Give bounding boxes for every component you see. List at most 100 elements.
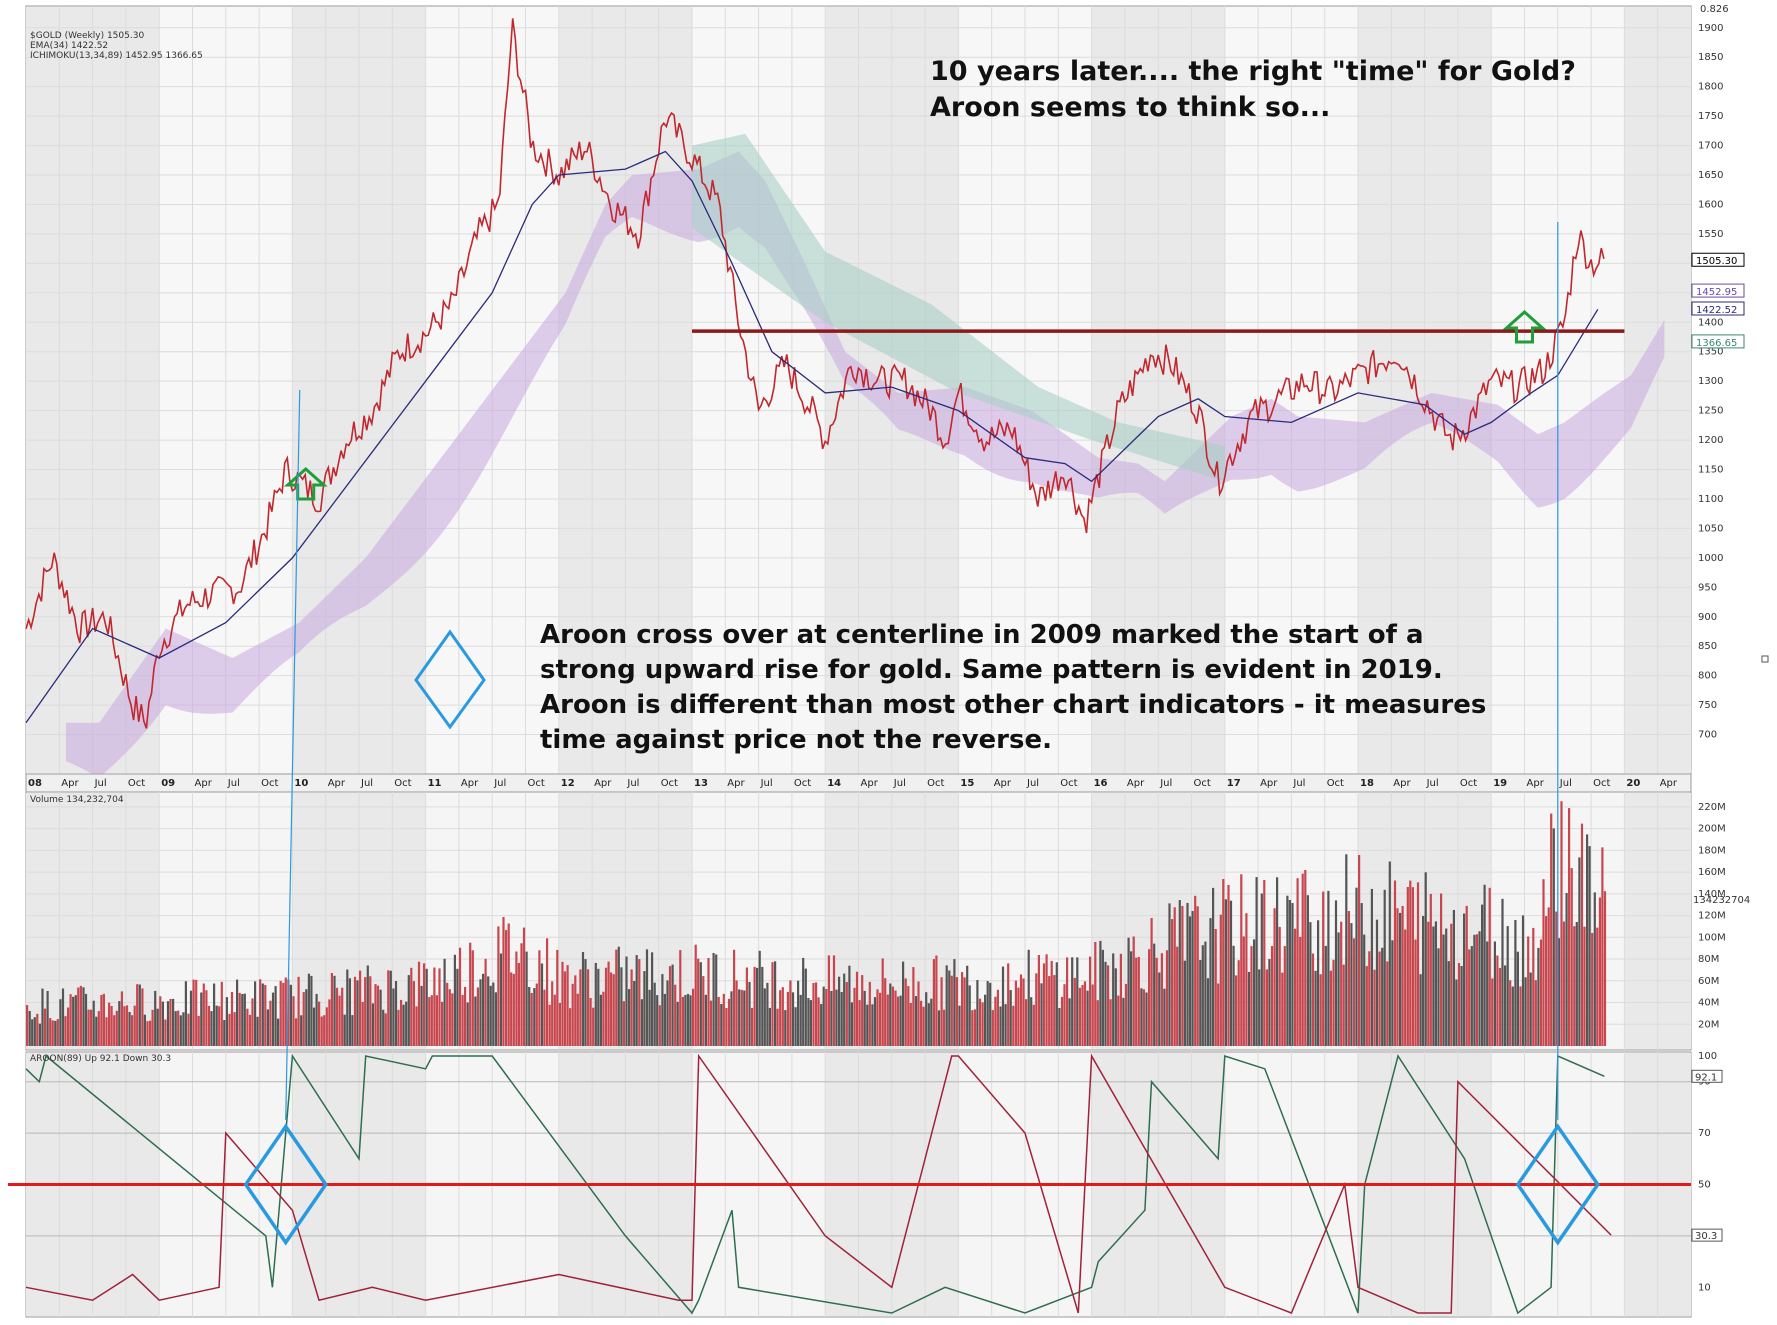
volume-bar <box>1060 996 1064 1046</box>
volume-bar <box>1148 949 1151 1046</box>
volume-bar <box>1050 960 1053 1046</box>
volume-bar <box>297 976 300 1046</box>
volume-bar <box>1188 916 1192 1046</box>
volume-bar <box>369 976 372 1046</box>
volume-bar <box>791 992 795 1046</box>
x-tick-label: Apr <box>1527 778 1545 789</box>
volume-bar <box>1568 808 1571 1046</box>
volume-bar <box>1078 987 1081 1046</box>
volume-bar <box>543 989 546 1046</box>
volume-bar <box>930 998 933 1046</box>
volume-bar <box>1557 938 1560 1046</box>
volume-bar <box>1550 813 1553 1046</box>
volume-bar <box>740 989 743 1046</box>
volume-bar <box>1491 978 1494 1046</box>
price-label-box <box>1691 283 1745 298</box>
volume-bar <box>412 981 415 1046</box>
volume-bar <box>604 967 608 1046</box>
volume-bar <box>838 976 841 1046</box>
volume-bar <box>1309 922 1312 1046</box>
volume-bar <box>1588 846 1591 1046</box>
aroon-tick-label: 100 <box>1698 1051 1717 1062</box>
volume-bar <box>82 987 85 1046</box>
x-tick-label: Apr <box>594 778 612 789</box>
volume-bar <box>912 967 915 1046</box>
price-label-text: 1366.65 <box>1696 338 1737 349</box>
x-tick-label: Oct <box>394 778 411 789</box>
volume-bar <box>264 985 267 1046</box>
volume-bar <box>725 1008 728 1046</box>
volume-bar <box>277 1018 280 1046</box>
volume-bar <box>1063 984 1066 1046</box>
volume-bar <box>266 1009 269 1046</box>
volume-bar <box>1539 939 1543 1046</box>
volume-bar <box>1578 857 1581 1046</box>
volume-bar <box>79 985 82 1046</box>
volume-bar <box>922 1006 925 1046</box>
volume-bar <box>1127 937 1130 1046</box>
volume-bar <box>1096 1000 1099 1046</box>
volume-bar <box>254 981 257 1046</box>
x-axis: 08 Apr Jul Oct 09 Apr Jul Oct 10 Apr Jul Oct 11 Apr Ju… <box>25 773 1692 793</box>
volume-bar <box>74 995 77 1046</box>
volume-bar <box>392 988 395 1046</box>
volume-bar <box>1291 903 1294 1046</box>
x-tick-label: Jul <box>493 778 506 789</box>
volume-bar <box>133 1005 136 1046</box>
volume-bar <box>937 1010 941 1046</box>
volume-bar <box>1393 880 1397 1046</box>
volume-bar <box>955 977 958 1046</box>
volume-bar <box>1155 957 1158 1046</box>
volume-bar <box>581 952 585 1046</box>
volume-bar <box>1124 983 1128 1046</box>
volume-bar <box>384 1013 387 1046</box>
volume-bar <box>1493 941 1496 1046</box>
volume-bar <box>863 990 866 1046</box>
volume-bar <box>743 990 746 1046</box>
volume-bar <box>917 981 920 1046</box>
x-tick-label: Jul <box>760 778 773 789</box>
crossover-diamond-icon <box>243 1123 328 1246</box>
volume-bar <box>953 959 956 1046</box>
volume-bar <box>1112 953 1115 1046</box>
volume-bar <box>1534 980 1537 1046</box>
volume-bar <box>1496 955 1499 1046</box>
volume-bar <box>943 1009 946 1046</box>
x-tick-label: Jul <box>1026 778 1039 789</box>
volume-bar <box>320 1016 323 1046</box>
volume-bar <box>1452 910 1455 1046</box>
volume-bar <box>146 1021 149 1046</box>
volume-bar <box>402 1004 405 1046</box>
volume-bar <box>1501 898 1504 1046</box>
volume-bar <box>855 971 859 1046</box>
volume-bar <box>548 1004 551 1046</box>
volume-bar <box>1183 960 1186 1046</box>
volume-bar <box>735 980 738 1046</box>
volume-panel: 20M 40M 60M 80M 100M 120M 140M 160M 180M 200M 220M… <box>25 791 1750 1051</box>
volume-bar <box>164 1019 167 1046</box>
volume-bar <box>589 998 592 1046</box>
volume-bar <box>994 996 997 1046</box>
volume-bar <box>1547 907 1550 1046</box>
volume-bar <box>594 962 597 1046</box>
volume-bar <box>1455 979 1458 1046</box>
volume-bar <box>1048 976 1051 1046</box>
x-tick-label: Oct <box>794 778 811 789</box>
top-tick-label: 0.826 <box>1700 4 1729 15</box>
volume-bar <box>597 968 600 1046</box>
volume-bar <box>1317 920 1320 1046</box>
volume-bar <box>1009 990 1012 1046</box>
volume-bar <box>963 977 966 1046</box>
volume-bar <box>425 968 428 1046</box>
volume-bar <box>1488 887 1491 1046</box>
volume-bar <box>325 1007 328 1046</box>
volume-bar <box>1301 873 1304 1046</box>
volume-bar <box>809 1000 812 1046</box>
volume-bar <box>1465 905 1468 1046</box>
volume-bar <box>940 977 943 1046</box>
volume-bar <box>376 985 380 1046</box>
volume-bar <box>31 1019 34 1046</box>
volume-bar <box>1122 997 1125 1046</box>
price-tick-label: 900 <box>1698 612 1717 623</box>
right-scroll-handle[interactable] <box>1761 655 1769 663</box>
